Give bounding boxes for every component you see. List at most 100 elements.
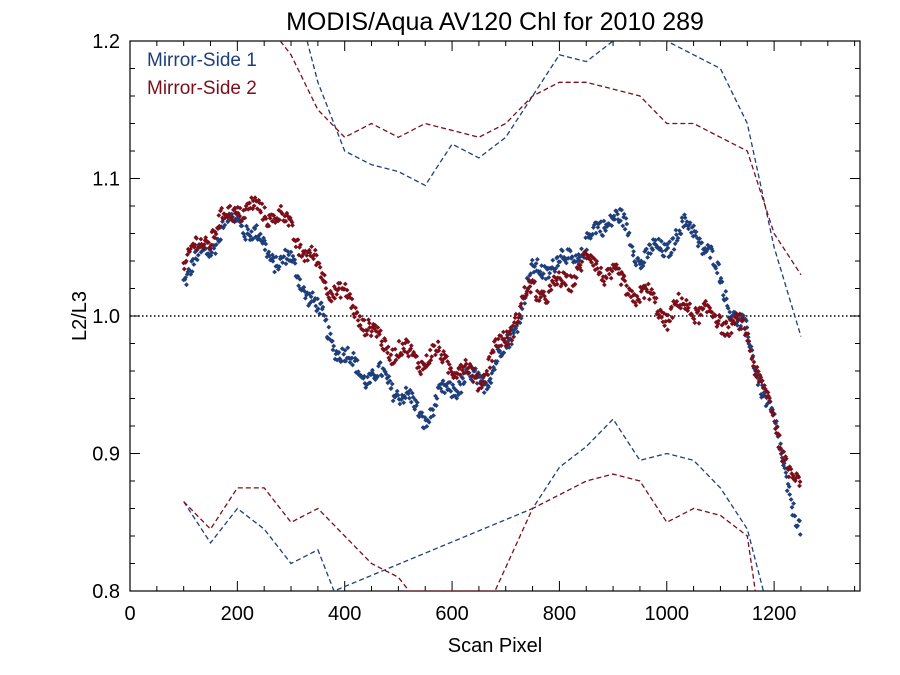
data-point [542,293,547,299]
data-point [377,360,383,365]
data-point [332,296,338,301]
data-point [209,229,215,235]
data-point [714,270,720,276]
data-point [351,350,356,356]
data-point [661,254,667,259]
data-point [339,358,344,364]
data-point [212,229,218,235]
data-point [328,298,334,304]
data-point [480,382,485,388]
data-point [604,275,609,281]
data-point [729,330,734,336]
data-point [258,231,263,237]
data-point [618,282,624,288]
data-point [365,327,370,333]
data-point [797,518,802,524]
data-point [726,333,732,339]
data-point [774,424,780,429]
data-point [191,244,197,250]
data-point [682,215,688,221]
data-point [786,474,792,480]
data-point [286,223,291,228]
data-point [621,211,627,217]
data-point [320,304,326,310]
data-point [676,291,681,297]
data-point [385,344,391,350]
data-point [716,318,721,324]
data-point [405,339,411,345]
data-point [315,296,320,302]
data-point [368,333,374,339]
data-point [395,392,401,398]
data-point [542,296,548,302]
data-point [667,239,672,245]
data-point [767,399,773,405]
data-point [504,335,510,340]
data-point [712,313,718,319]
data-point [582,249,587,255]
data-point [720,292,726,298]
data-point [579,259,585,265]
data-point [392,346,398,352]
data-point [283,261,289,267]
data-point [758,374,764,380]
data-point [498,333,504,339]
data-point [286,252,292,258]
data-point [506,341,511,347]
data-point [381,347,387,353]
data-point [710,248,715,254]
data-point [289,220,295,225]
data-point [474,381,480,386]
data-point [355,369,361,375]
data-point [654,311,660,317]
data-point [533,261,539,266]
data-point [266,223,272,229]
data-point [719,279,725,285]
data-point [394,388,400,394]
data-point [266,249,272,255]
data-point [678,305,684,311]
data-point [282,213,288,219]
data-point [342,348,348,353]
data-point [631,249,636,254]
data-point [679,215,685,221]
data-point [434,396,440,401]
data-point [574,275,579,281]
data-point [647,242,653,248]
data-point [403,385,409,391]
data-point [788,497,794,502]
data-point [361,317,367,323]
data-point [649,287,655,292]
data-point [594,258,600,264]
data-point [619,207,624,213]
y-tick-label: 0.8 [92,581,120,603]
data-point [454,375,460,381]
data-point [725,305,731,311]
data-point [458,381,463,387]
data-point [707,305,713,311]
data-point [492,367,497,372]
data-point [414,353,420,359]
data-point [618,218,623,224]
data-point [414,365,420,371]
data-point [250,198,256,204]
data-point [589,260,594,265]
data-point [646,281,651,287]
data-layer [181,41,803,591]
data-point [463,361,469,367]
data-point [308,294,314,300]
data-point [495,336,501,342]
data-point [433,352,438,358]
data-point [409,343,414,348]
data-point [623,216,629,221]
data-point [412,397,418,403]
data-point [412,407,418,412]
data-point [406,391,411,397]
data-point [786,484,792,489]
data-point [304,292,309,298]
series-2-lower-dashed-line [183,473,756,591]
data-point [334,292,340,297]
data-point [193,256,199,261]
data-point [252,226,258,232]
data-point [756,379,762,385]
